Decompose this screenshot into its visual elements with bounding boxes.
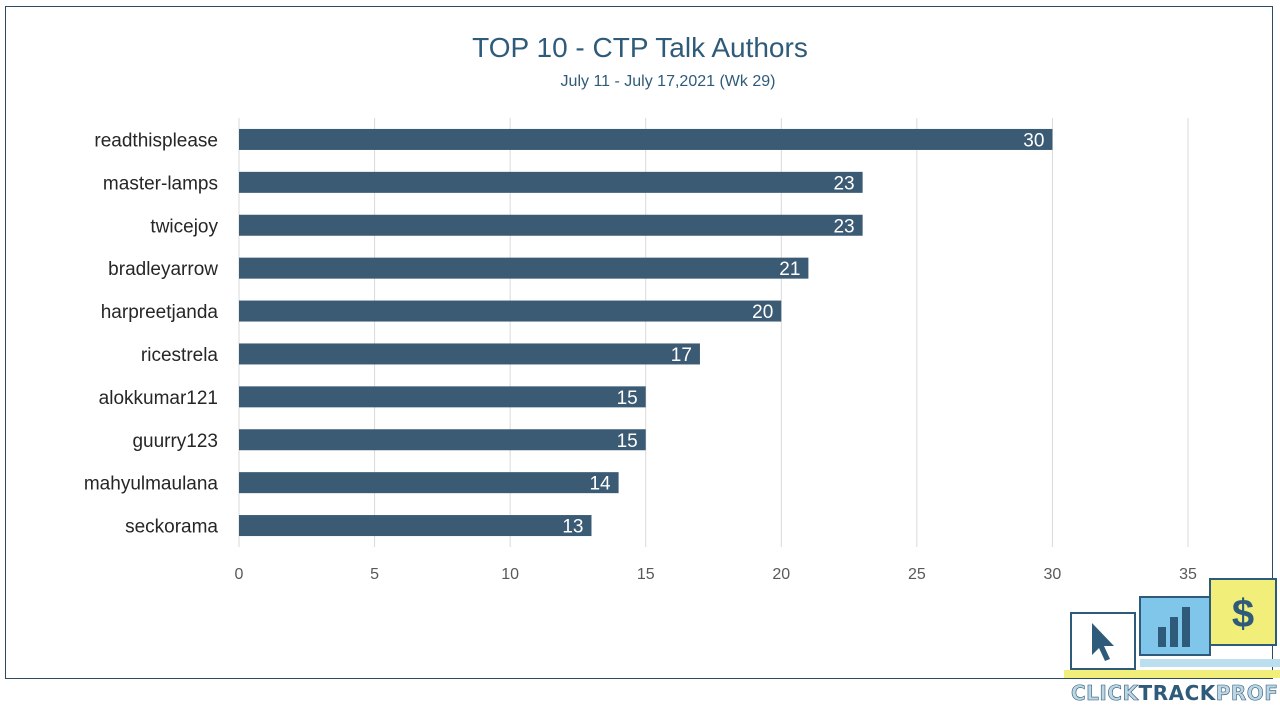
x-tick-label: 5 xyxy=(370,566,379,583)
category-label: master-lamps xyxy=(103,173,218,194)
data-label: 13 xyxy=(562,517,583,538)
bar xyxy=(239,257,809,279)
x-tick-label: 30 xyxy=(1044,566,1062,583)
category-label: mahyulmaulana xyxy=(84,474,219,495)
bar xyxy=(239,472,619,494)
bar xyxy=(239,515,592,537)
category-label: twicejoy xyxy=(150,216,218,237)
category-label: alokkumar121 xyxy=(99,388,218,409)
category-label: bradleyarrow xyxy=(108,259,218,280)
brand-wordmark: CLICKTRACKPROFIT xyxy=(1071,681,1280,706)
data-label: 23 xyxy=(833,173,854,194)
chart-subtitle: July 11 - July 17,2021 (Wk 29) xyxy=(560,73,776,90)
bar xyxy=(239,128,1053,150)
dollar-icon: $ xyxy=(1209,578,1277,646)
data-label: 14 xyxy=(589,474,611,495)
data-label: 17 xyxy=(671,345,692,366)
cursor-icon xyxy=(1070,612,1136,670)
bar xyxy=(239,343,700,365)
data-label: 15 xyxy=(617,388,638,409)
brand-word-click: CLICK xyxy=(1071,681,1139,706)
x-tick-label: 20 xyxy=(772,566,790,583)
brand-word-profit: PROFIT xyxy=(1215,681,1280,706)
bar xyxy=(239,386,646,408)
bar xyxy=(239,214,863,236)
chart-frame xyxy=(5,6,1273,679)
data-label: 23 xyxy=(833,216,854,237)
category-label: harpreetjanda xyxy=(101,302,219,323)
category-label: ricestrela xyxy=(141,345,219,366)
category-label: readthisplease xyxy=(94,130,218,151)
chart-title: TOP 10 - CTP Talk Authors xyxy=(472,32,808,63)
x-tick-label: 15 xyxy=(637,566,655,583)
data-label: 30 xyxy=(1023,130,1044,151)
brand-logo: $ xyxy=(1064,578,1280,678)
category-label: guurry123 xyxy=(132,431,218,452)
bar xyxy=(239,300,782,322)
bar-chart-icon xyxy=(1139,596,1211,656)
category-label: seckorama xyxy=(125,517,218,538)
x-tick-label: 25 xyxy=(908,566,926,583)
data-label: 21 xyxy=(779,259,800,280)
bar xyxy=(239,171,863,193)
brand-word-track: TRACK xyxy=(1138,681,1216,705)
x-tick-label: 35 xyxy=(1179,566,1197,583)
data-label: 20 xyxy=(752,302,773,323)
x-tick-label: 10 xyxy=(501,566,519,583)
data-label: 15 xyxy=(617,431,638,452)
svg-text:$: $ xyxy=(1232,592,1254,636)
x-tick-label: 0 xyxy=(235,566,244,583)
bar xyxy=(239,429,646,451)
